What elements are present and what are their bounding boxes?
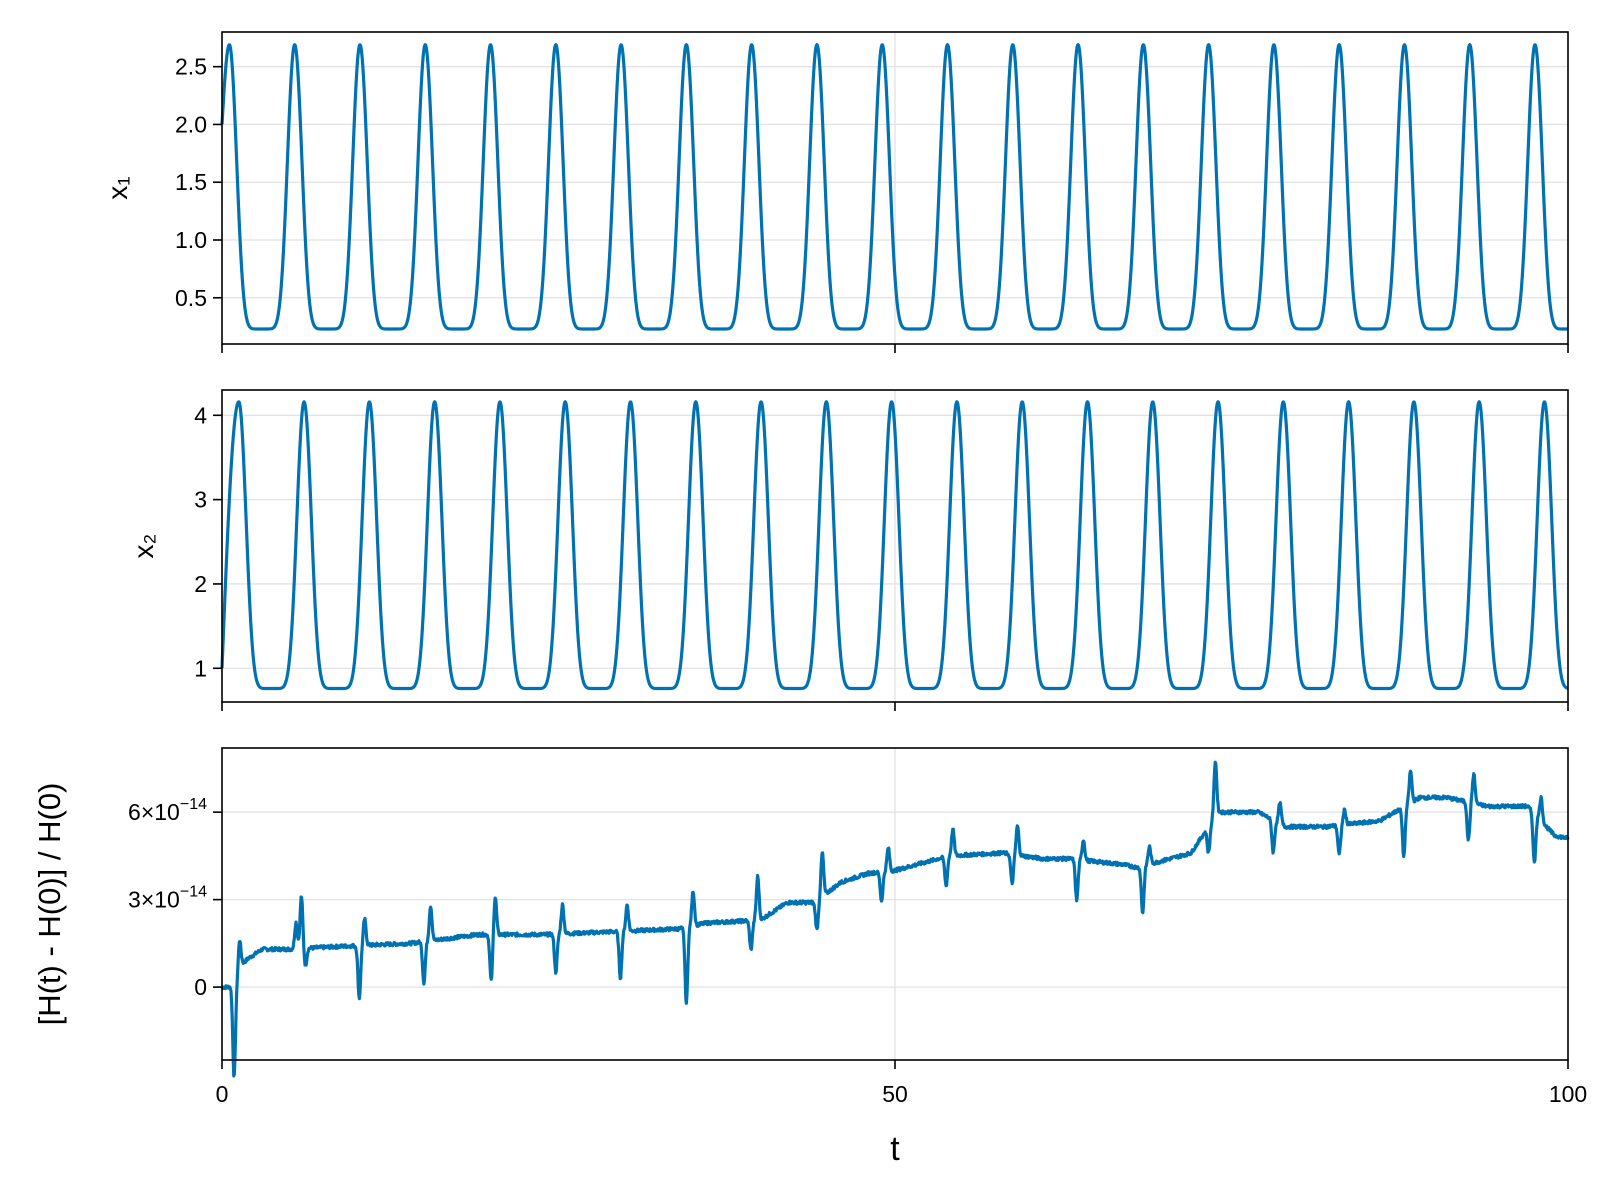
series-line: [220, 400, 1570, 691]
panel-x2: 1 2 3 4 x₂: [128, 389, 1570, 711]
series-line: [220, 760, 1570, 1078]
x-tick-label: 50: [882, 1081, 908, 1107]
y-tick-label: 3×10−14: [128, 884, 207, 913]
y-tick-label: 2.0: [175, 111, 207, 137]
panel-x1: 0.5 1.0 1.5 2.0 2.5 x₁: [102, 31, 1570, 353]
y-tick-label: 0: [194, 974, 207, 1000]
y-axis-label: x₂: [128, 534, 159, 559]
y-axis-label: x₁: [102, 176, 133, 199]
grid: [221, 748, 1569, 1060]
y-tick-label: 0.5: [175, 285, 207, 311]
series-line: [220, 43, 1570, 331]
y-tick-label: 2.5: [175, 54, 207, 80]
y-tick-label: 1.5: [175, 169, 207, 195]
y-tick-label: 1: [194, 655, 207, 681]
x-tick-label: 0: [216, 1081, 229, 1107]
panel-energy-error: 0 50 100 0 3×10−14 6×10−14 [H(t) - H(0)] / H(0…: [32, 747, 1587, 1168]
y-tick-label: 6×10−14: [128, 796, 207, 825]
y-tick-label: 1.0: [175, 227, 207, 253]
y-tick-label: 4: [194, 402, 207, 428]
y-axis-label: [H(t) - H(0)] / H(0): [32, 783, 67, 1026]
y-tick-label: 3: [194, 487, 207, 513]
x-axis-label: t: [890, 1130, 900, 1168]
y-tick-label: 2: [194, 571, 207, 597]
x-tick-label: 100: [1549, 1081, 1587, 1107]
